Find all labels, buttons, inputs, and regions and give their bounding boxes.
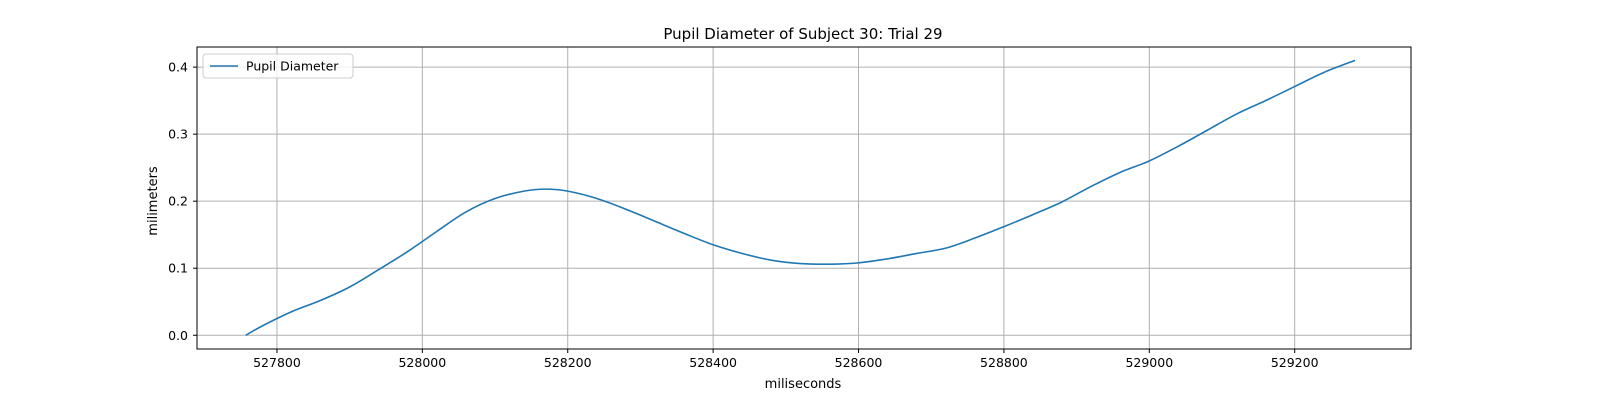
x-axis-label: miliseconds [765, 377, 842, 392]
x-tick-label: 528000 [398, 355, 446, 370]
pupil-diameter-line [245, 59, 1356, 336]
plot-frame [196, 46, 1412, 350]
y-axis-label: milimeters [146, 166, 161, 236]
y-tick-label: 0.3 [168, 127, 188, 142]
x-tick-label: 529000 [1125, 355, 1173, 370]
x-tick-label: 528600 [835, 355, 883, 370]
legend-label: Pupil Diameter [246, 59, 339, 74]
x-tick-label: 527800 [253, 355, 301, 370]
y-tick-label: 0.0 [168, 328, 188, 343]
x-tick-label: 529200 [1271, 355, 1319, 370]
x-tick-label: 528800 [980, 355, 1028, 370]
x-tick-label: 528200 [544, 355, 592, 370]
legend: Pupil Diameter [202, 53, 354, 79]
y-tick-label: 0.1 [168, 261, 188, 276]
grid-lines [197, 47, 1411, 349]
plot-lines [245, 59, 1356, 336]
y-tick-label: 0.4 [168, 60, 188, 75]
x-tick-label: 528400 [689, 355, 737, 370]
axis-ticks: 527800 528000 528200 528400 528600 528800 5290… [168, 60, 1318, 370]
y-tick-label: 0.2 [168, 194, 188, 209]
chart-title: Pupil Diameter of Subject 30: Trial 29 [663, 25, 942, 43]
legend-box [202, 53, 354, 79]
